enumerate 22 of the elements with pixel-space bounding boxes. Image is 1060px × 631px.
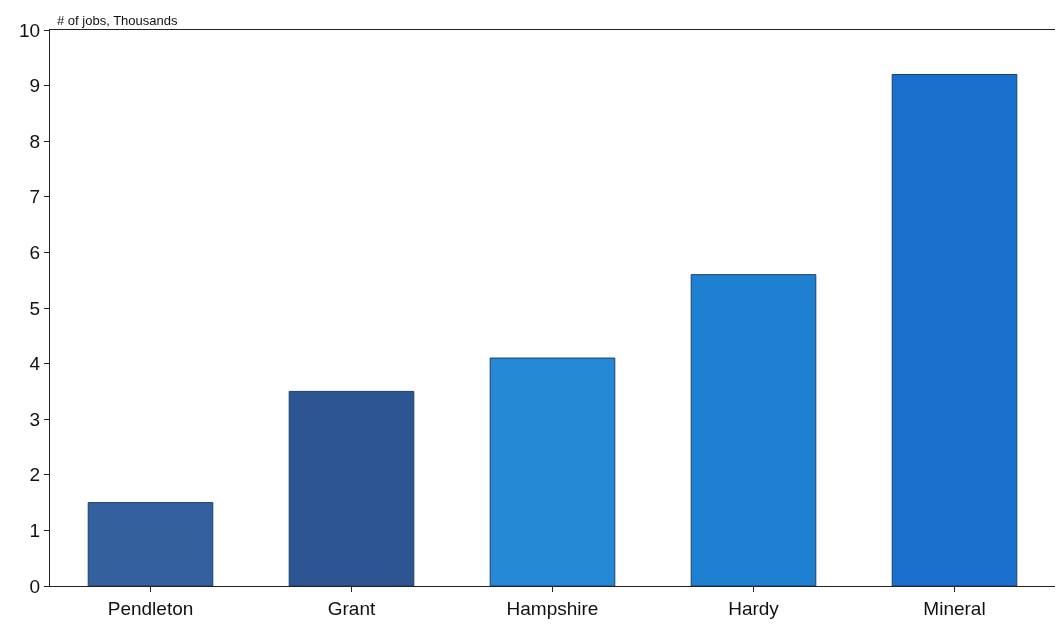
x-tick-label: Grant [327, 597, 376, 619]
y-tick-label: 9 [29, 75, 41, 97]
y-tick-label: 0 [29, 575, 41, 597]
bar [690, 274, 817, 586]
bar [87, 502, 214, 586]
bar [489, 357, 616, 586]
y-tick-label: 7 [29, 186, 41, 208]
x-tick-label: Hampshire [506, 597, 599, 619]
y-tick-label: 2 [29, 464, 41, 486]
y-axis-title: # of jobs, Thousands [57, 13, 178, 28]
y-tick-label: 1 [29, 520, 41, 542]
x-tick-label: Pendleton [107, 597, 194, 619]
y-tick-label: 4 [29, 353, 41, 375]
y-tick-label: 6 [29, 242, 41, 264]
bar [288, 390, 415, 586]
y-tick-label: 3 [29, 408, 41, 430]
bar [891, 73, 1018, 586]
x-tick-label: Hardy [728, 597, 780, 619]
y-tick-label: 10 [19, 19, 41, 41]
y-tick-label: 8 [29, 130, 41, 152]
x-tick-label: Mineral [923, 597, 986, 619]
y-tick-label: 5 [29, 297, 41, 319]
